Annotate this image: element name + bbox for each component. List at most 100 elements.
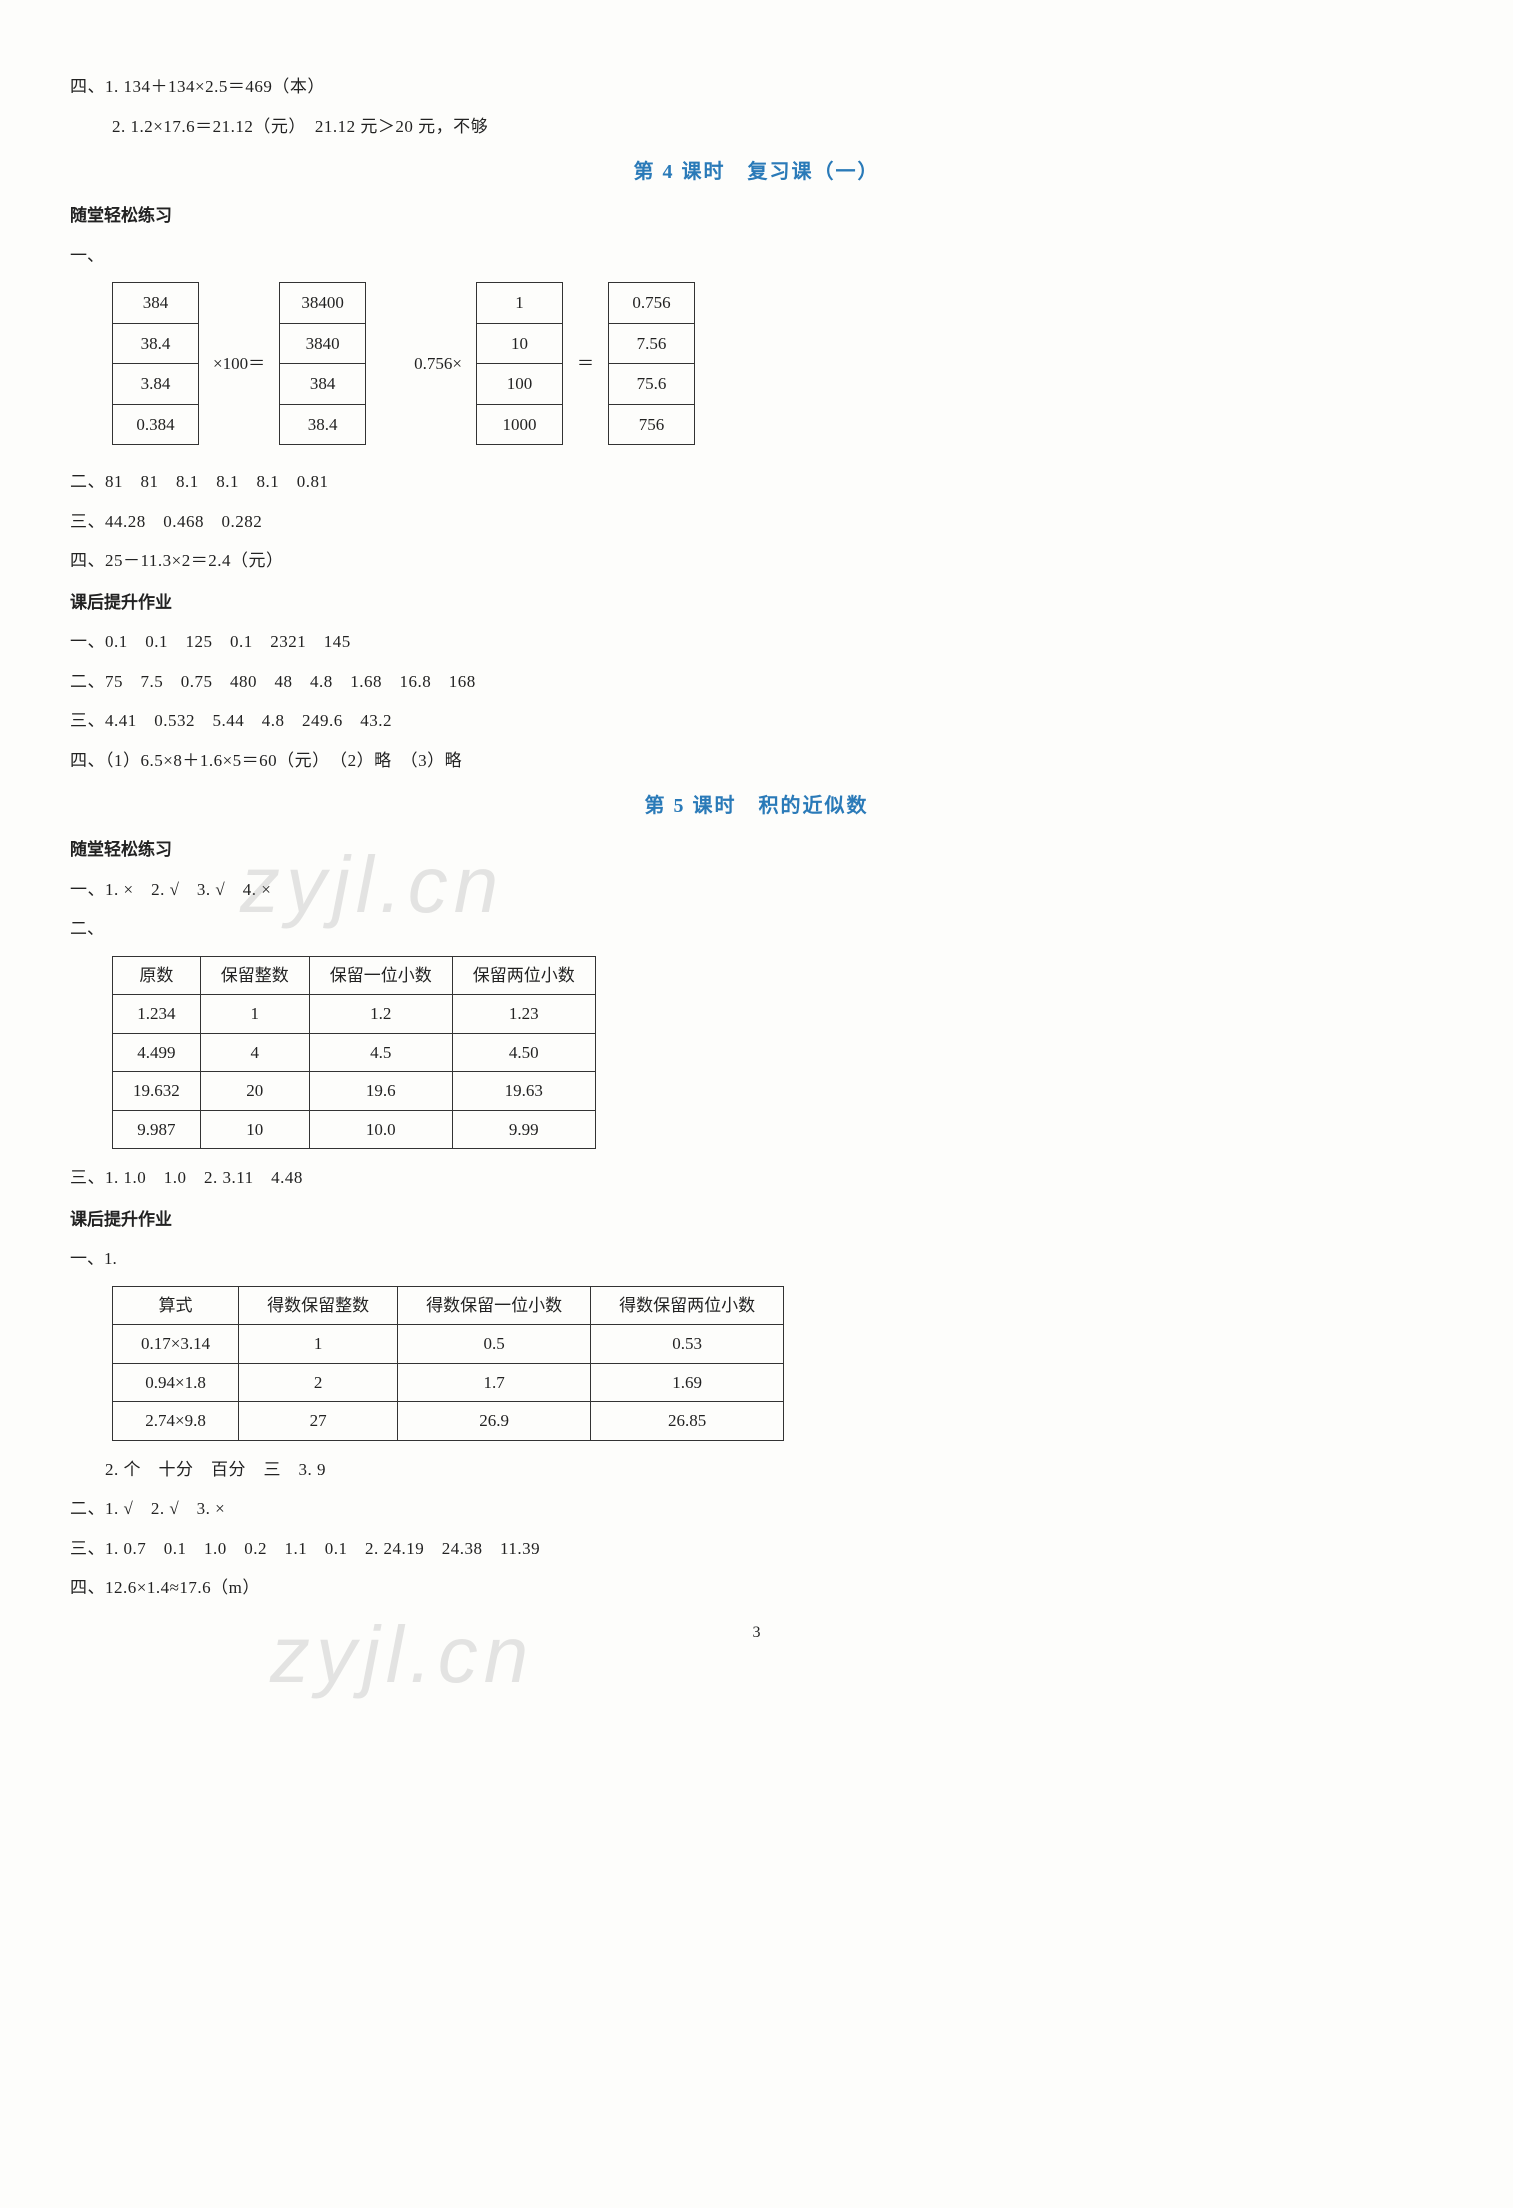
table-cell: 4.5 — [309, 1033, 452, 1072]
section-heading-suitang: 随堂轻松练习 — [70, 203, 1443, 229]
table-header: 得数保留整数 — [239, 1286, 398, 1325]
table-row: 2.74×9.8 27 26.9 26.85 — [113, 1402, 784, 1441]
table-cell: 1 — [476, 283, 562, 324]
table-cell: 384 — [113, 283, 199, 324]
table-cell: 3840 — [280, 323, 366, 364]
table-row: 9.987 10 10.0 9.99 — [113, 1110, 596, 1149]
answer-line: 四、1. 134＋134×2.5＝469（本） — [70, 74, 1443, 100]
answer-line: 二、1. √ 2. √ 3. × — [70, 1496, 1443, 1522]
answer-line: 2. 1.2×17.6＝21.12（元） 21.12 元＞20 元，不够 — [70, 114, 1443, 140]
operator-text: ＝ — [571, 351, 600, 377]
column-table-result2: 0.756 7.56 75.6 756 — [608, 282, 695, 445]
answer-line: 三、44.28 0.468 0.282 — [70, 509, 1443, 535]
table-cell: 9.987 — [113, 1110, 201, 1149]
table-cell: 10.0 — [309, 1110, 452, 1149]
answer-line: 四、（1）6.5×8＋1.6×5＝60（元） （2）略 （3）略 — [70, 748, 1443, 774]
table-cell: 7.56 — [608, 323, 694, 364]
table-cell: 10 — [476, 323, 562, 364]
table-cell: 0.5 — [398, 1325, 591, 1364]
table-cell: 19.6 — [309, 1072, 452, 1111]
table-cell: 1.234 — [113, 995, 201, 1034]
table-header: 得数保留两位小数 — [591, 1286, 784, 1325]
table-row: 0.94×1.8 2 1.7 1.69 — [113, 1363, 784, 1402]
table-header: 原数 — [113, 956, 201, 995]
table-cell: 38.4 — [113, 323, 199, 364]
watermark-text: zyjl.cn — [270, 1595, 534, 1715]
column-table-left: 384 38.4 3.84 0.384 — [112, 282, 199, 445]
lesson-number: 5 — [674, 795, 686, 817]
table-cell: 19.63 — [452, 1072, 595, 1111]
table-cell: 9.99 — [452, 1110, 595, 1149]
table-cell: 100 — [476, 364, 562, 405]
table-cell: 1.23 — [452, 995, 595, 1034]
column-table-mid: 1 10 100 1000 — [476, 282, 563, 445]
table-cell: 19.632 — [113, 1072, 201, 1111]
table-cell: 20 — [200, 1072, 309, 1111]
table-cell: 0.94×1.8 — [113, 1363, 239, 1402]
lesson-5-title: 第 5 课时 积的近似数 — [70, 791, 1443, 821]
table-cell: 26.9 — [398, 1402, 591, 1441]
section-heading-kehou: 课后提升作业 — [70, 590, 1443, 616]
table-cell: 75.6 — [608, 364, 694, 405]
table-row: 4.499 4 4.5 4.50 — [113, 1033, 596, 1072]
table-cell: 384 — [280, 364, 366, 405]
title-text: 课时 复习课（一） — [675, 161, 880, 183]
section-heading-suitang: 随堂轻松练习 — [70, 837, 1443, 863]
box-tables-row: 384 38.4 3.84 0.384 ×100＝ 38400 3840 384… — [112, 282, 1443, 445]
table-cell: 27 — [239, 1402, 398, 1441]
table-cell: 1 — [239, 1325, 398, 1364]
table-row: 19.632 20 19.6 19.63 — [113, 1072, 596, 1111]
table-cell: 0.17×3.14 — [113, 1325, 239, 1364]
table-cell: 0.384 — [113, 404, 199, 445]
table-cell: 0.756 — [608, 283, 694, 324]
answer-line: 2. 个 十分 百分 三 3. 9 — [70, 1457, 1443, 1483]
answer-line: 一、1. × 2. √ 3. √ 4. × — [70, 877, 1443, 903]
table-header: 保留一位小数 — [309, 956, 452, 995]
table-cell: 4.50 — [452, 1033, 595, 1072]
exercise-label: 一、 — [70, 243, 1443, 269]
table-cell: 1 — [200, 995, 309, 1034]
table-cell: 38400 — [280, 283, 366, 324]
table-cell: 4.499 — [113, 1033, 201, 1072]
title-text: 第 — [634, 161, 663, 183]
exercise-label: 二、 — [70, 916, 1443, 942]
table-cell: 0.53 — [591, 1325, 784, 1364]
answer-line: 四、25－11.3×2＝2.4（元） — [70, 548, 1443, 574]
lesson-4-title: 第 4 课时 复习课（一） — [70, 157, 1443, 187]
table-header: 得数保留一位小数 — [398, 1286, 591, 1325]
answer-line: 三、1. 1.0 1.0 2. 3.11 4.48 — [70, 1165, 1443, 1191]
table-cell: 756 — [608, 404, 694, 445]
column-table-result1: 38400 3840 384 38.4 — [279, 282, 366, 445]
table-cell: 10 — [200, 1110, 309, 1149]
table-header: 保留两位小数 — [452, 956, 595, 995]
answer-line: 二、81 81 8.1 8.1 8.1 0.81 — [70, 469, 1443, 495]
exercise-label: 一、1. — [70, 1246, 1443, 1272]
table-cell: 1.69 — [591, 1363, 784, 1402]
answer-line: 一、0.1 0.1 125 0.1 2321 145 — [70, 629, 1443, 655]
rounding-table: 原数 保留整数 保留一位小数 保留两位小数 1.234 1 1.2 1.23 4… — [112, 956, 596, 1150]
table-cell: 3.84 — [113, 364, 199, 405]
answer-line: 二、75 7.5 0.75 480 48 4.8 1.68 16.8 168 — [70, 669, 1443, 695]
answer-line: 四、12.6×1.4≈17.6（m） — [70, 1575, 1443, 1601]
title-text: 第 — [645, 795, 674, 817]
table-row: 0.17×3.14 1 0.5 0.53 — [113, 1325, 784, 1364]
table-row: 原数 保留整数 保留一位小数 保留两位小数 — [113, 956, 596, 995]
table-cell: 26.85 — [591, 1402, 784, 1441]
table-row: 算式 得数保留整数 得数保留一位小数 得数保留两位小数 — [113, 1286, 784, 1325]
table-cell: 1.7 — [398, 1363, 591, 1402]
table-cell: 4 — [200, 1033, 309, 1072]
answer-line: 三、1. 0.7 0.1 1.0 0.2 1.1 0.1 2. 24.19 24… — [70, 1536, 1443, 1562]
operator-text: ×100＝ — [207, 351, 271, 377]
table-row: 1.234 1 1.2 1.23 — [113, 995, 596, 1034]
answer-line: 三、4.41 0.532 5.44 4.8 249.6 43.2 — [70, 708, 1443, 734]
table-cell: 38.4 — [280, 404, 366, 445]
product-rounding-table: 算式 得数保留整数 得数保留一位小数 得数保留两位小数 0.17×3.14 1 … — [112, 1286, 784, 1441]
table-header: 算式 — [113, 1286, 239, 1325]
page-number: 3 — [70, 1621, 1443, 1645]
operator-text: 0.756× — [374, 351, 468, 377]
table-cell: 2.74×9.8 — [113, 1402, 239, 1441]
section-heading-kehou: 课后提升作业 — [70, 1207, 1443, 1233]
table-cell: 1000 — [476, 404, 562, 445]
table-header: 保留整数 — [200, 956, 309, 995]
lesson-number: 4 — [663, 161, 675, 183]
